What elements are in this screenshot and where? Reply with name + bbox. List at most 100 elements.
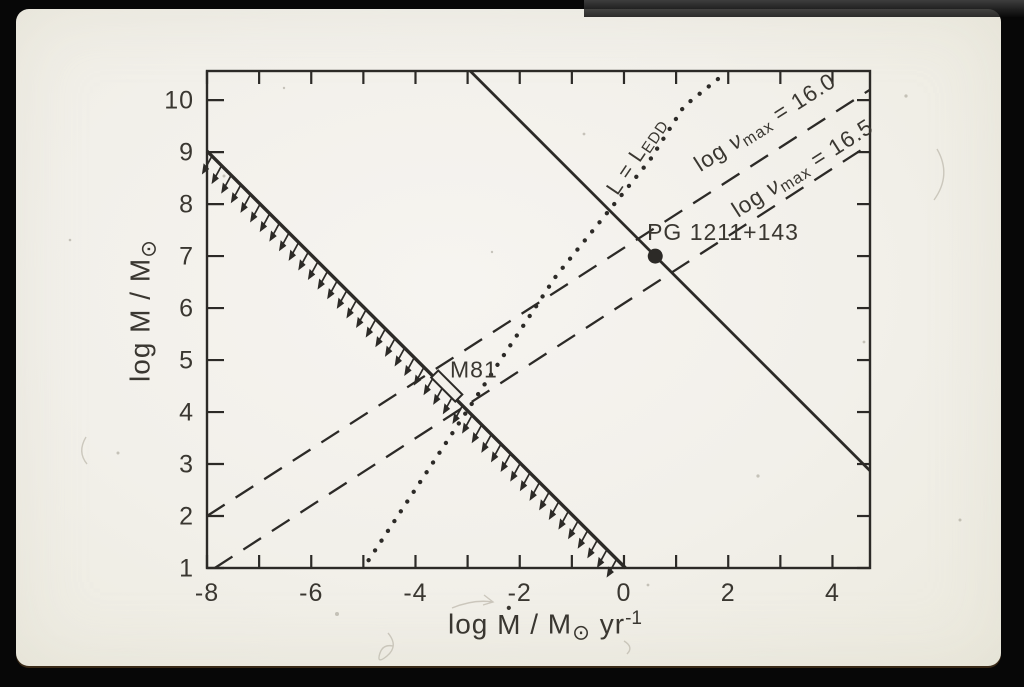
- hatch-arrow-head: [221, 182, 229, 194]
- hatch-arrow-shaft: [388, 337, 396, 351]
- m81-marker: [429, 369, 464, 404]
- hatch-arrow-shaft: [262, 213, 271, 226]
- hatch-arrow-shaft: [580, 529, 589, 543]
- hatch-arrow-head: [606, 566, 614, 578]
- hatch-arrow-shaft: [204, 155, 213, 168]
- x-tick-label: -8: [195, 579, 219, 607]
- x-title-exponent: -1: [625, 608, 642, 629]
- hatch-arrow-shaft: [301, 251, 310, 264]
- plot-frame: [205, 69, 872, 570]
- dust-specks: [68, 86, 962, 616]
- hatch-arrow-head: [529, 489, 537, 501]
- hatch-arrow-head: [413, 374, 422, 386]
- hatch-arrow-head: [327, 288, 335, 300]
- y-tick-label: 4: [179, 399, 194, 427]
- x-tick-label: -6: [299, 579, 323, 607]
- speck: [756, 474, 760, 478]
- mdot-m: • M: [497, 599, 522, 640]
- speck: [282, 86, 286, 90]
- forbidden-region-hatching: [201, 155, 618, 578]
- hatch-arrow-head: [404, 364, 412, 377]
- y-title-text: log M / M: [124, 257, 156, 382]
- hatch-arrow-head: [317, 278, 325, 290]
- m81-label: M81: [450, 357, 497, 383]
- y-tick-label: 9: [179, 139, 194, 167]
- pencil-mark: [81, 436, 88, 465]
- speck: [335, 612, 339, 616]
- hatch-arrow-shaft: [465, 414, 473, 427]
- x-title-log: log: [447, 608, 498, 640]
- numax-16-0-line: [206, 88, 871, 517]
- eddington-limit-line: [366, 71, 727, 563]
- hatch-arrow-head: [548, 508, 557, 521]
- y-tick-label: 6: [179, 295, 194, 323]
- hatch-arrow-shaft: [474, 424, 483, 437]
- scan-marks: [81, 148, 945, 661]
- scanner-edge-band: [584, 0, 1024, 17]
- y-tick-label: 1: [179, 555, 194, 583]
- hatch-arrow-head: [211, 172, 219, 185]
- eddington-label-text: L = LEDD: [601, 112, 672, 200]
- hatch-arrow-shaft: [368, 318, 377, 332]
- x-tick-label: 0: [617, 579, 632, 607]
- hatch-arrow-shaft: [330, 280, 338, 293]
- y-tick-label: 10: [164, 87, 194, 115]
- hatch-arrow-head: [568, 528, 576, 540]
- speck: [646, 583, 650, 587]
- hatch-arrow-shaft: [349, 299, 358, 312]
- hatch-arrow-shaft: [561, 510, 570, 523]
- hatch-arrow-shaft: [214, 165, 223, 178]
- x-tick-label: 4: [825, 579, 840, 607]
- hatch-arrow-head: [250, 211, 258, 223]
- y-tick-label: 7: [179, 243, 194, 271]
- hatch-arrow-head: [336, 297, 345, 309]
- hatch-arrow-shaft: [407, 357, 416, 370]
- hatch-arrow-head: [471, 432, 480, 444]
- speck: [68, 238, 72, 242]
- hatch-arrow-head: [452, 412, 460, 425]
- speck: [904, 94, 908, 98]
- y-axis-title: log M / M⊙: [125, 195, 162, 425]
- speck: [862, 340, 866, 344]
- x-tick-label: 2: [721, 579, 736, 607]
- hatch-arrow-head: [240, 201, 248, 213]
- hatch-arrow-head: [500, 460, 508, 473]
- wind-boundary-line: [205, 149, 627, 570]
- hatch-arrow-shaft: [609, 558, 618, 571]
- hatch-arrow-head: [423, 384, 431, 396]
- hatch-arrow-shaft: [571, 520, 579, 533]
- hatch-arrow-head: [365, 326, 374, 338]
- speck: [490, 250, 494, 254]
- hatch-arrow-shaft: [359, 309, 367, 322]
- x-tick-label: -2: [508, 579, 532, 607]
- hatch-arrow-head: [462, 422, 470, 434]
- speck: [116, 451, 120, 455]
- hatch-arrow-shaft: [253, 203, 261, 216]
- hatch-arrow-head: [394, 355, 402, 367]
- pg1211-label: PG 1211+143: [647, 219, 799, 245]
- speck: [582, 132, 586, 136]
- pg1211-point: [647, 248, 663, 264]
- hatch-arrow-shaft: [600, 549, 608, 562]
- hatch-arrow-head: [519, 480, 528, 492]
- hatch-arrow-shaft: [397, 347, 406, 360]
- hatch-arrow-head: [510, 470, 518, 482]
- speck: [958, 518, 962, 522]
- eddington-label: L = LEDD: [601, 112, 672, 200]
- hatch-arrow-shaft: [513, 462, 522, 475]
- hatch-arrow-shaft: [282, 232, 290, 245]
- m81-rect-outline: [429, 369, 464, 404]
- hatch-arrow-shaft: [532, 481, 541, 495]
- y-tick-label: 2: [179, 503, 194, 531]
- hatch-arrow-head: [288, 249, 296, 261]
- sun-symbol: ⊙: [572, 620, 591, 645]
- mdot-accent: •: [506, 599, 513, 617]
- hatch-arrow-shaft: [416, 366, 425, 380]
- hatch-arrow-head: [384, 345, 393, 357]
- speck: [222, 174, 226, 178]
- hatch-arrow-shaft: [503, 453, 512, 466]
- pencil-mark: [623, 640, 631, 655]
- pg1211-label-text: PG 1211+143: [647, 219, 799, 245]
- pg1211-line: [469, 70, 871, 472]
